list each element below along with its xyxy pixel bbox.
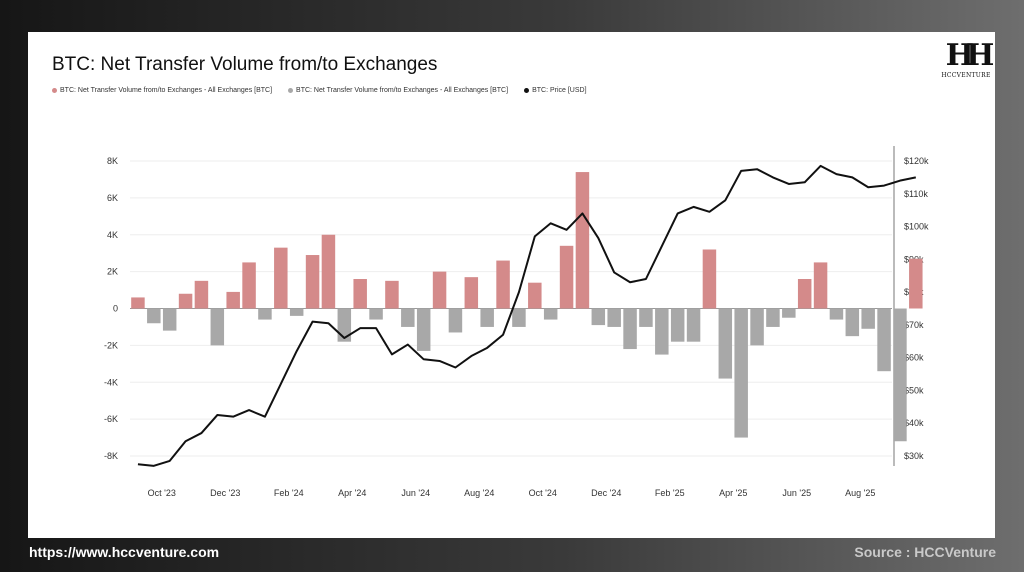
bar-outflow [623,308,637,350]
legend-dot-price [524,88,530,93]
bar-outflow [766,308,780,327]
y-tick-label-left: -6K [104,414,118,424]
y-tick-label-left: 6K [107,193,118,203]
legend-dot-negative [288,88,294,93]
bar-inflow [131,297,145,309]
bar-outflow [289,308,304,316]
logo-monogram-icon: HH [945,38,995,73]
chart-plot: 8K6K4K2K0-2K-4K-6K-8K$120k$110k$100k$90k… [104,146,929,498]
bar-outflow [401,308,415,327]
price-line [137,164,917,467]
x-tick-label: Feb '25 [655,488,685,498]
y-tick-label-right: $30k [904,451,924,461]
bar-inflow [575,172,590,309]
x-tick-label: Oct '23 [148,488,176,498]
bar-outflow [543,308,558,320]
y-tick-label-left: -2K [104,340,118,350]
bar-outflow [686,308,701,342]
bar-outflow [734,308,748,438]
bar-inflow [528,282,542,309]
x-tick-label: Feb '24 [274,488,304,498]
bar-outflow [448,308,463,333]
bar-outflow [718,308,733,379]
legend-label-price: BTC: Price [USD] [532,87,587,94]
y-tick-label-right: $70k [904,320,924,330]
x-tick-label: Jun '25 [782,488,811,498]
legend: BTC: Net Transfer Volume from/to Exchang… [52,87,587,94]
bar-outflow [162,308,177,331]
chart-title: BTC: Net Transfer Volume from/to Exchang… [52,54,438,75]
x-tick-label: Oct '24 [529,488,557,498]
bar-outflow [337,308,352,342]
bar-inflow [496,260,510,309]
bar-inflow [178,293,193,309]
bar-outflow [782,308,796,318]
bar-inflow [194,280,209,309]
y-tick-label-left: 8K [107,156,118,166]
x-tick-label: Aug '24 [464,488,494,498]
y-tick-label-left: 2K [107,267,118,277]
bar-inflow [559,245,574,309]
legend-item-price: BTC: Price [USD] [524,87,587,94]
bar-outflow [639,308,653,327]
bar-outflow [607,308,621,327]
footer-url[interactable]: https://www.hccventure.com [29,544,220,560]
footer-source: Source : HCCVenture [854,544,996,560]
bar-outflow [147,308,161,324]
y-tick-label-left: 4K [107,230,118,240]
bar-outflow [210,308,225,346]
bar-outflow [258,308,272,320]
chart-card: BTC: Net Transfer Volume from/to Exchang… [28,32,995,538]
bar-inflow [274,247,288,309]
bar-outflow [877,308,891,372]
bar-inflow [242,262,256,309]
bar-inflow [702,249,717,309]
y-tick-label-right: $40k [904,418,924,428]
legend-item-negative: BTC: Net Transfer Volume from/to Exchang… [288,87,508,94]
x-tick-label: Apr '25 [719,488,747,498]
bar-inflow [813,262,828,309]
bar-inflow [305,255,320,309]
y-tick-label-left: -4K [104,377,118,387]
bar-outflow [480,308,494,327]
bar-inflow [909,258,923,309]
bar-inflow [797,279,812,309]
y-tick-label-left: 0 [113,304,118,314]
legend-dot-positive [52,88,57,93]
bar-outflow [655,308,669,355]
x-tick-label: Apr '24 [338,488,366,498]
brand-logo: HH HCCVENTURE [940,38,995,86]
y-tick-label-left: -8K [104,451,118,461]
bar-inflow [464,277,479,309]
bar-outflow [829,308,844,320]
y-tick-label-right: $60k [904,353,924,363]
bar-outflow [861,308,875,329]
bar-inflow [321,234,336,309]
bar-inflow [385,280,399,309]
x-tick-label: Jun '24 [401,488,430,498]
y-tick-label-right: $100k [904,222,929,232]
bar-outflow [512,308,526,327]
y-tick-label-right: $110k [904,189,928,199]
legend-item-positive: BTC: Net Transfer Volume from/to Exchang… [52,87,272,94]
bar-inflow [432,271,447,309]
bar-outflow [750,308,764,346]
legend-label-negative: BTC: Net Transfer Volume from/to Exchang… [296,87,509,94]
x-tick-label: Dec '23 [210,488,240,498]
bar-outflow [845,308,860,337]
bar-outflow [369,308,383,320]
bar-inflow [226,291,240,309]
bar-inflow [353,279,367,309]
bar-outflow [591,308,606,326]
legend-label-positive: BTC: Net Transfer Volume from/to Exchang… [60,87,273,94]
x-tick-label: Aug '25 [845,488,875,498]
bar-outflow [416,308,431,351]
logo-wordmark: HCCVENTURE [941,72,991,79]
bar-outflow [893,308,907,442]
y-tick-label-right: $120k [904,156,929,166]
bar-outflow [670,308,685,342]
y-tick-label-right: $50k [904,385,924,395]
x-tick-label: Dec '24 [591,488,621,498]
